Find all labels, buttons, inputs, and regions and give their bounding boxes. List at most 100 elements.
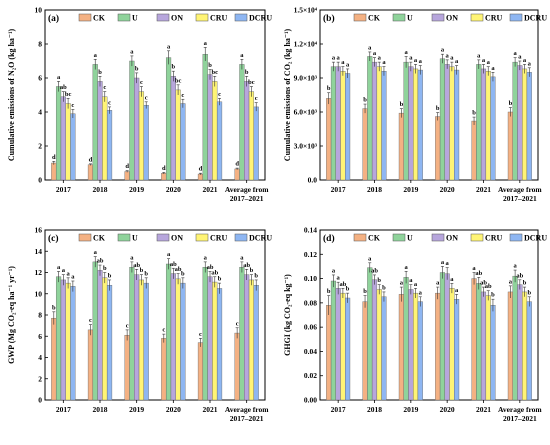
significance-label: a xyxy=(94,52,98,59)
significance-label: b xyxy=(527,289,531,296)
bar-dcru xyxy=(345,297,351,401)
bar-on xyxy=(170,76,176,181)
bar-on xyxy=(408,289,414,401)
x-tick-label-line: Average from xyxy=(498,405,542,414)
x-tick-label: Average from 2017–2021 xyxy=(498,405,542,423)
bar-u xyxy=(439,58,446,181)
bar-ck xyxy=(51,162,57,181)
bar-dcru xyxy=(143,104,149,181)
bar-on xyxy=(335,66,341,181)
x-tick-label: 2019 xyxy=(403,185,418,194)
bar-dcru xyxy=(417,301,423,401)
significance-label: a xyxy=(409,277,413,284)
bar-dcru xyxy=(106,285,113,401)
y-tick-label: 0 xyxy=(38,176,42,185)
bar-ck xyxy=(197,342,204,401)
significance-label: b xyxy=(103,265,107,272)
bar-u xyxy=(55,276,62,401)
y-tick-label: 2 xyxy=(38,374,42,383)
bar-cru xyxy=(449,288,455,401)
significance-label: c xyxy=(71,102,74,109)
significance-label: a xyxy=(455,287,459,294)
significance-label: d xyxy=(89,156,93,163)
y-tick-label: 0 xyxy=(38,396,42,405)
y-tick-label: 4 xyxy=(38,353,42,362)
significance-label: c xyxy=(126,322,129,329)
bar-ck xyxy=(326,305,332,401)
significance-label: b xyxy=(254,272,258,279)
bar-cru xyxy=(412,292,419,401)
significance-label: bc xyxy=(212,69,219,76)
bar-cru xyxy=(212,81,218,181)
significance-label: b xyxy=(140,267,144,274)
legend-swatch-on xyxy=(431,13,445,22)
x-tick-label-line: Average from xyxy=(225,185,269,194)
significance-label: b xyxy=(363,288,367,295)
legend-label-dcru: DCRU xyxy=(249,14,272,23)
bar-dcru xyxy=(526,301,532,401)
significance-label: a xyxy=(130,254,134,261)
bar-u xyxy=(367,267,373,401)
significance-label: b xyxy=(472,110,476,117)
y-axis-label: Cumulative emissions of N₂O (kg ha⁻¹) xyxy=(7,28,16,161)
bar-on xyxy=(371,279,378,401)
bar-on xyxy=(60,96,66,181)
bar-u xyxy=(330,280,337,401)
significance-label: b xyxy=(208,62,212,69)
legend-label-u: U xyxy=(407,234,413,243)
bar-u xyxy=(202,54,208,181)
bar-ck xyxy=(124,171,130,181)
significance-label: a xyxy=(450,55,454,62)
bar-cru xyxy=(65,103,71,181)
legend-swatch-dcru xyxy=(509,233,523,242)
significance-label: c xyxy=(199,331,202,338)
bar-cru xyxy=(248,91,255,181)
significance-label: b xyxy=(218,276,222,283)
significance-label: a xyxy=(346,61,350,68)
significance-label: a xyxy=(57,74,61,81)
x-tick-label: 2021 xyxy=(203,185,218,194)
x-tick-label: 2019 xyxy=(129,405,144,414)
bar-u xyxy=(202,266,208,401)
x-tick-label: 2018 xyxy=(367,185,382,194)
significance-label: a xyxy=(414,281,418,288)
x-tick-label: 2017 xyxy=(56,405,71,414)
bar-dcru xyxy=(180,103,186,181)
significance-label: a xyxy=(368,44,372,51)
bar-u xyxy=(239,266,245,401)
significance-label: c xyxy=(145,94,148,101)
bar-ck xyxy=(124,334,130,401)
bar-cru xyxy=(521,291,528,401)
bar-ck xyxy=(471,120,477,181)
y-tick-label: 0.00 xyxy=(304,396,317,405)
bar-cru xyxy=(340,292,346,401)
legend-label-on: ON xyxy=(446,234,458,243)
bar-dcru xyxy=(180,282,186,401)
significance-label: a xyxy=(378,55,382,62)
bar-ck xyxy=(471,278,477,401)
significance-label: a xyxy=(62,267,66,274)
bar-dcru xyxy=(490,76,496,181)
significance-label: a xyxy=(482,57,486,64)
legend-label-ck: CK xyxy=(368,14,381,23)
bar-on xyxy=(134,77,140,181)
legend-label-ck: CK xyxy=(93,234,106,243)
bar-dcru xyxy=(381,70,387,181)
significance-label: ab xyxy=(211,269,218,276)
legend-label-cru: CRU xyxy=(485,14,503,23)
x-tick-label: 2020 xyxy=(166,185,181,194)
significance-label: a xyxy=(337,275,341,282)
bar-u xyxy=(512,275,518,401)
y-axis-label: GHGI (kg CO₂-eq kg⁻¹) xyxy=(283,274,292,356)
x-tick-label: 2019 xyxy=(129,185,144,194)
y-tick-label: 6 xyxy=(38,74,42,83)
significance-label: ab xyxy=(371,267,378,274)
y-tick-label: 14 xyxy=(35,247,43,256)
significance-label: a xyxy=(523,57,527,64)
significance-label: a xyxy=(400,280,404,287)
bar-ck xyxy=(435,116,441,181)
significance-label: a xyxy=(240,52,244,59)
chart-panel-c: (c) 0 2 4 6 8 10 12 14 16 GWP (Mg CO₂-eq ha⁻¹ yr⁻¹… xyxy=(7,226,272,424)
bar-u xyxy=(165,263,172,401)
